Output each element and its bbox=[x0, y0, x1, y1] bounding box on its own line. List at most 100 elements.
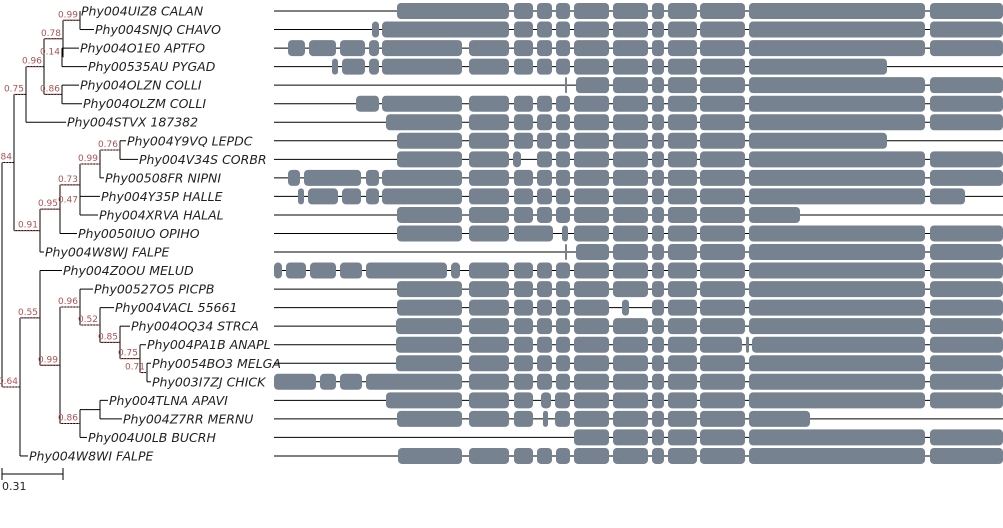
alignment-block bbox=[668, 3, 697, 19]
alignment-block bbox=[537, 336, 552, 353]
alignment-block bbox=[574, 132, 609, 149]
scale-bar: 0.31 bbox=[1, 468, 64, 493]
alignment-block bbox=[930, 392, 1003, 409]
alignment-block bbox=[469, 410, 509, 427]
alignment-block bbox=[514, 336, 533, 353]
alignment-block bbox=[469, 373, 509, 390]
support-value: 0.14 bbox=[40, 47, 60, 57]
alignment-block bbox=[574, 169, 609, 186]
alignment-block bbox=[749, 40, 925, 57]
alignment-block bbox=[514, 373, 533, 390]
alignment-block bbox=[541, 392, 551, 409]
alignment-block bbox=[556, 114, 570, 131]
support-values: 0.84 0.75 0.96 0.78 0.99 0.14 0.86 0.91 0.95 0.73… bbox=[0, 10, 147, 425]
alignment-block bbox=[514, 410, 533, 427]
alignment-block bbox=[537, 21, 552, 38]
alignment-block bbox=[930, 355, 1003, 372]
alignment-block bbox=[700, 392, 745, 409]
alignment-row bbox=[274, 429, 1003, 446]
alignment-block bbox=[574, 206, 609, 223]
alignment-block bbox=[556, 3, 570, 19]
leaf-label: Phy00527O5 PICPB bbox=[94, 282, 214, 297]
alignment-block bbox=[668, 21, 697, 38]
alignment-block bbox=[469, 355, 509, 372]
alignment-block bbox=[514, 318, 533, 335]
alignment-block bbox=[652, 95, 664, 112]
alignment-block bbox=[556, 21, 570, 38]
alignment-block bbox=[749, 169, 925, 186]
alignment-block bbox=[514, 132, 533, 149]
alignment-block bbox=[556, 318, 570, 335]
alignment-block bbox=[537, 3, 552, 19]
alignment-block bbox=[930, 373, 1003, 390]
alignment-block bbox=[652, 58, 664, 75]
leaf-label: Phy004SNJQ CHAVO bbox=[95, 22, 221, 37]
leaf-label: Phy0050IUO OPIHO bbox=[78, 226, 200, 241]
alignment-block bbox=[537, 151, 552, 168]
alignment-block bbox=[562, 225, 568, 242]
alignment-block bbox=[366, 373, 462, 390]
alignment-block bbox=[749, 114, 925, 131]
leaf-label: Phy004Z7RR MERNU bbox=[123, 411, 253, 426]
alignment-row bbox=[274, 336, 1003, 353]
alignment-block bbox=[700, 336, 742, 353]
alignment-block bbox=[668, 114, 697, 131]
support-value: 0.71 bbox=[125, 363, 145, 373]
alignment-block bbox=[537, 281, 552, 298]
alignment-block bbox=[574, 392, 609, 409]
alignment-block bbox=[537, 40, 552, 57]
alignment-block bbox=[397, 151, 462, 168]
alignment-block bbox=[574, 281, 609, 298]
alignment-block bbox=[537, 188, 552, 205]
support-value: 0.55 bbox=[18, 308, 38, 318]
alignment-block bbox=[514, 40, 533, 57]
leaf-label: Phy00508FR NIPNI bbox=[105, 170, 221, 185]
alignment-block bbox=[652, 206, 664, 223]
alignment-block bbox=[749, 77, 925, 94]
alignment-block bbox=[613, 244, 648, 261]
alignment-row bbox=[274, 262, 1003, 279]
alignment-block bbox=[386, 114, 462, 131]
alignment-row bbox=[274, 244, 1003, 261]
alignment-block bbox=[556, 281, 570, 298]
alignment-block bbox=[469, 114, 509, 131]
alignment-block bbox=[397, 410, 462, 427]
alignment-block bbox=[469, 40, 509, 57]
alignment-block bbox=[613, 114, 648, 131]
support-value: 0.78 bbox=[41, 29, 61, 39]
alignment-block bbox=[574, 336, 609, 353]
alignment-block bbox=[652, 447, 664, 464]
alignment-block bbox=[613, 225, 648, 242]
alignment-block bbox=[574, 40, 609, 57]
alignment-block bbox=[514, 262, 533, 279]
alignment-block bbox=[537, 114, 552, 131]
alignment-row bbox=[274, 77, 1003, 94]
alignment-block bbox=[574, 355, 609, 372]
alignment-block bbox=[652, 262, 664, 279]
alignment-block bbox=[574, 429, 609, 446]
alignment-block bbox=[930, 151, 1003, 168]
alignment-block bbox=[700, 447, 745, 464]
leaf-label: Phy004W8WI FALPE bbox=[29, 448, 154, 463]
alignment-block bbox=[514, 21, 533, 38]
alignment-block bbox=[613, 318, 648, 335]
alignment-block bbox=[369, 40, 379, 57]
alignment-block bbox=[537, 169, 552, 186]
alignment-block bbox=[469, 281, 509, 298]
alignment-block bbox=[700, 373, 745, 390]
alignment-block bbox=[556, 95, 570, 112]
alignment-block bbox=[469, 262, 509, 279]
alignment-block bbox=[700, 151, 745, 168]
alignment-block bbox=[930, 429, 1003, 446]
alignment-block bbox=[574, 151, 609, 168]
alignment-block bbox=[382, 95, 462, 112]
alignment-block bbox=[652, 225, 664, 242]
alignment-block bbox=[537, 95, 552, 112]
alignment-block bbox=[700, 3, 745, 19]
leaf-label: Phy004W8WJ FALPE bbox=[45, 245, 170, 260]
support-value: 0.73 bbox=[58, 175, 78, 185]
alignment-block bbox=[537, 355, 552, 372]
alignment-block bbox=[382, 21, 509, 38]
alignment-block bbox=[308, 188, 338, 205]
alignment-block bbox=[369, 58, 379, 75]
